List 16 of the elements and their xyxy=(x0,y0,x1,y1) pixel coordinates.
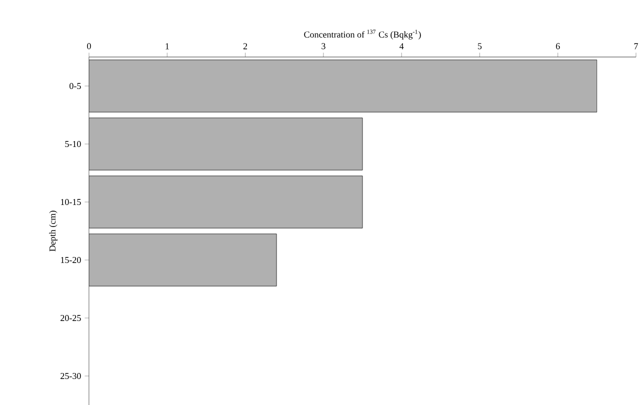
x-tick-label: 0 xyxy=(87,43,91,50)
y-axis-title: Depth (cm) xyxy=(49,210,58,252)
y-tick-label: 10-15 xyxy=(60,198,81,206)
x-axis-title: Concentration of $^{137}$ Cs (Bqkg$^{-1}$) xyxy=(304,30,421,40)
x-tick-label: 2 xyxy=(243,43,248,50)
x-tick-label: 7 xyxy=(634,43,638,50)
y-tick-label: 15-20 xyxy=(60,256,81,264)
y-tick-label: 5-10 xyxy=(65,140,81,148)
y-tick-label: 20-25 xyxy=(60,314,81,322)
x-tick-label: 5 xyxy=(478,43,482,50)
y-tick-label: 25-30 xyxy=(60,372,81,380)
y-tick-label: 0-5 xyxy=(70,82,81,90)
x-tick-label: 4 xyxy=(399,43,404,50)
x-tick-label: 6 xyxy=(556,43,560,50)
x-tick-label: 1 xyxy=(166,43,169,50)
x-tick-label: 3 xyxy=(322,43,326,50)
